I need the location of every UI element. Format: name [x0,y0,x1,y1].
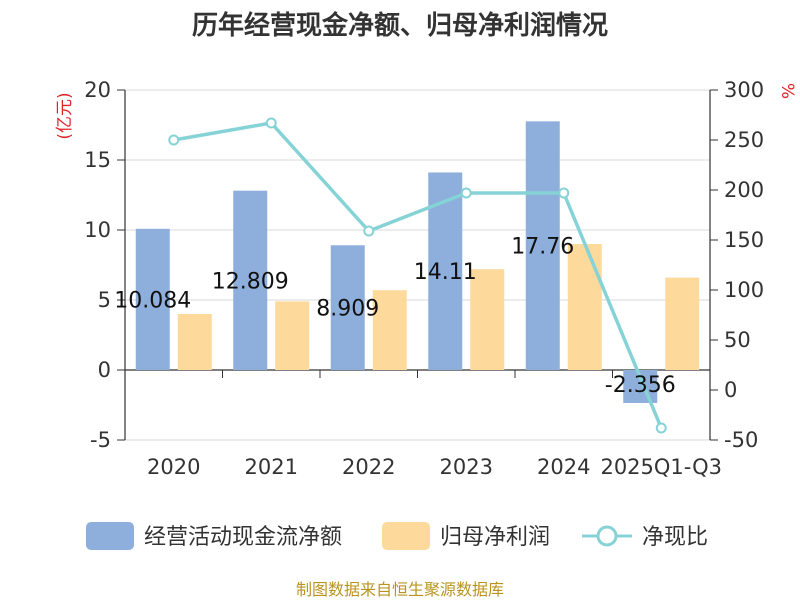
bar-cashflow [233,190,268,370]
bar-cashflow [330,245,365,370]
bar-netprofit [372,290,407,370]
data-label-cashflow: -2.356 [605,373,676,398]
right-tick-label: 300 [724,78,764,102]
source-note: 制图数据来自恒生聚源数据库 [296,580,504,599]
right-tick-label: 200 [724,178,764,202]
right-tick-label: 50 [724,328,751,352]
legend-item-netprofit[interactable]: 归母净利润 [382,522,550,550]
left-tick-label: 20 [84,78,111,102]
ratio-point [558,187,570,199]
chart-title: 历年经营现金净额、归母净利润情况 [192,10,608,41]
bar-cashflow [525,121,560,370]
legend-swatch-netprofit [382,522,430,550]
data-labels: 10.084 12.809 8.909 14.11 17.76 -2.356 [114,235,675,398]
ratio-point [265,117,277,129]
gridlines [125,89,710,441]
left-tick-label: 10 [84,218,111,242]
x-tick-label: 2025Q1-Q3 [600,455,722,479]
legend-label-cashflow: 经营活动现金流净额 [144,525,342,550]
legend-item-cashflow[interactable]: 经营活动现金流净额 [86,522,342,550]
bars [135,121,700,403]
right-tick-label: 250 [724,128,764,152]
legend: 经营活动现金流净额 归母净利润 净现比 [86,522,708,550]
legend-marker-ratio [596,525,618,547]
ratio-point [168,134,180,146]
axes [117,89,718,441]
bar-netprofit [567,244,602,370]
left-tick-label: -5 [90,428,111,452]
legend-item-ratio[interactable]: 净现比 [582,525,708,550]
ratio-point [460,187,472,199]
right-tick-label: 150 [724,228,764,252]
ratio-point [655,422,667,434]
ratio-line [168,117,667,434]
x-tick-label: 2020 [147,455,200,479]
data-label-cashflow: 8.909 [316,297,379,322]
legend-label-netprofit: 归母净利润 [440,525,550,550]
data-label-cashflow: 10.084 [114,288,191,313]
bar-netprofit [665,277,700,370]
right-tick-label: 0 [724,378,737,402]
left-axis-unit: (亿元) [55,92,75,139]
x-tick-label: 2023 [440,455,493,479]
bar-netprofit [275,301,310,370]
left-tick-label: 15 [84,148,111,172]
x-tick-label: 2021 [245,455,298,479]
x-tick-label: 2024 [537,455,590,479]
x-tick-label: 2022 [342,455,395,479]
right-tick-label: 100 [724,278,764,302]
left-tick-label: 5 [98,288,111,312]
ratio-point [363,225,375,237]
legend-label-ratio: 净现比 [642,525,708,550]
bar-cashflow [135,228,170,370]
right-tick-label: -50 [724,428,758,452]
legend-swatch-cashflow [86,522,134,550]
bar-netprofit [177,314,212,370]
data-label-cashflow: 17.76 [511,235,574,260]
right-axis-unit: % [777,83,797,99]
data-label-cashflow: 12.809 [212,269,289,294]
ratio-polyline [173,121,663,429]
bar-netprofit [470,269,505,370]
left-tick-label: 0 [98,358,111,382]
data-label-cashflow: 14.11 [414,260,477,285]
